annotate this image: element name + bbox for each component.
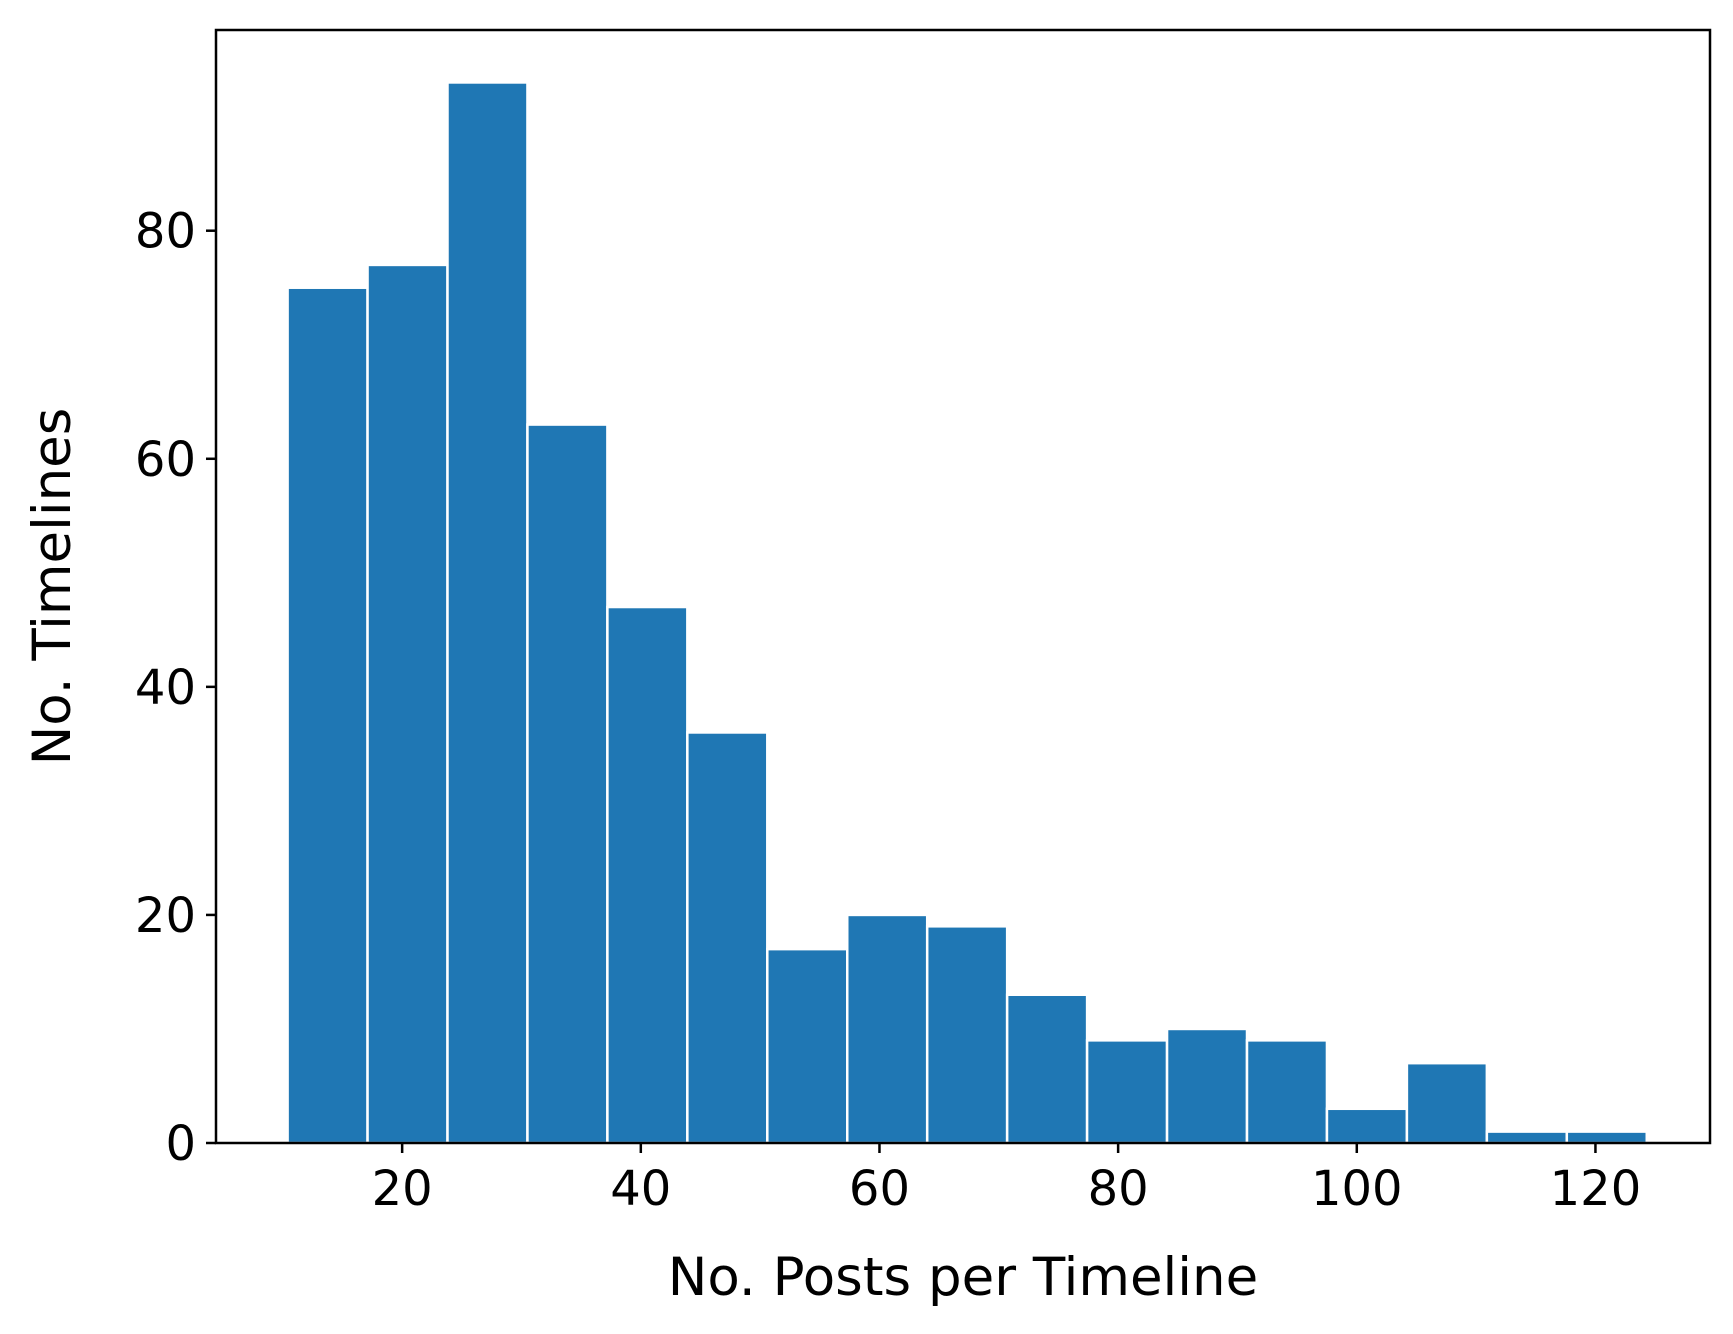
y-tick-label: 40 — [135, 660, 196, 716]
x-tick-label: 40 — [610, 1161, 671, 1217]
histogram-bar — [1485, 1130, 1569, 1145]
x-axis-label: No. Posts per Timeline — [668, 1247, 1258, 1308]
histogram-bar — [1085, 1039, 1169, 1145]
histogram-bar — [1165, 1027, 1249, 1145]
x-tick-label: 60 — [849, 1161, 910, 1217]
x-tick-label: 80 — [1088, 1161, 1149, 1217]
histogram-bar — [366, 263, 449, 1145]
y-axis-label: No. Timelines — [22, 408, 83, 766]
histogram-bar — [526, 423, 609, 1145]
x-tick-label: 100 — [1311, 1161, 1403, 1217]
y-tick-label: 20 — [135, 888, 196, 944]
x-tick-label: 120 — [1550, 1161, 1642, 1217]
histogram-bar — [686, 731, 769, 1145]
histogram-bar — [1245, 1039, 1329, 1145]
y-axis-ticks: 0 20 40 60 80 — [135, 204, 216, 1172]
x-tick-label: 20 — [372, 1161, 433, 1217]
histogram-bar — [1005, 993, 1089, 1145]
y-tick-label: 0 — [165, 1116, 196, 1172]
histogram-bar — [1565, 1130, 1649, 1145]
histogram-bar — [925, 925, 1009, 1145]
histogram-bar — [846, 913, 929, 1145]
histogram-bar — [1325, 1107, 1409, 1145]
plot-frame — [214, 28, 1712, 1145]
histogram-bar — [766, 947, 849, 1145]
y-tick-label: 80 — [135, 204, 196, 260]
histogram-bar — [606, 605, 689, 1145]
histogram-bar — [286, 286, 369, 1145]
histogram-bar — [446, 81, 529, 1145]
histogram-bar — [1405, 1061, 1489, 1145]
x-axis-ticks: 20 40 60 80 100 120 — [372, 1143, 1642, 1217]
bars-group — [286, 81, 1649, 1145]
y-tick-label: 60 — [135, 432, 196, 488]
